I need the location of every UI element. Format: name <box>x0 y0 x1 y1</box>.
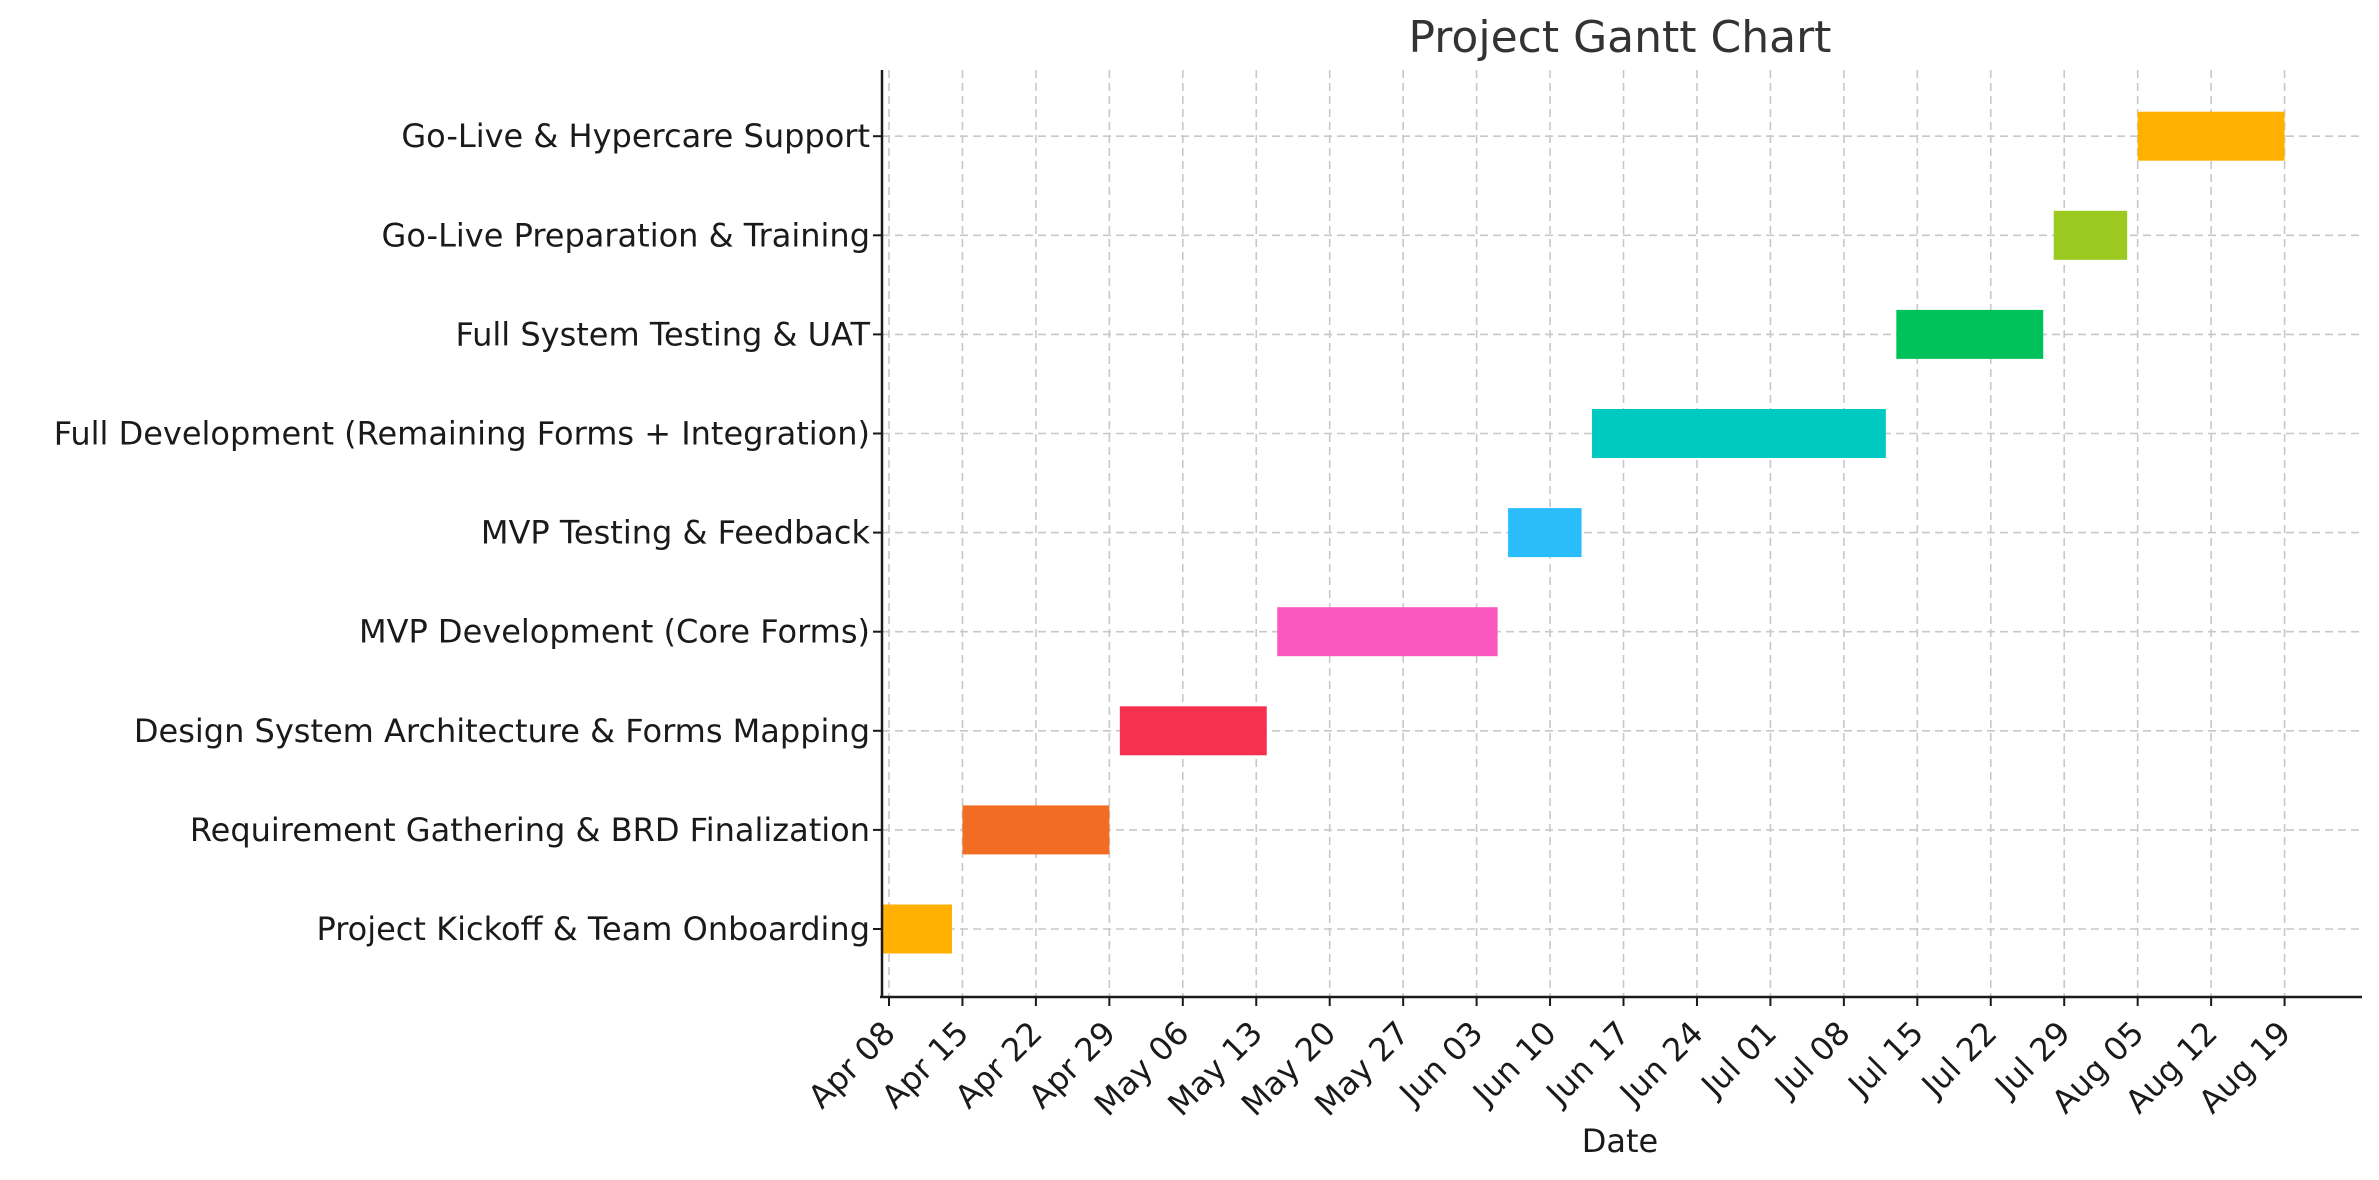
gantt-bar <box>962 805 1110 855</box>
task-label: Full System Testing & UAT <box>455 315 870 353</box>
chart-title: Project Gantt Chart <box>1409 12 1832 63</box>
gantt-bar <box>1592 409 1886 458</box>
bar-layer <box>882 111 2285 954</box>
x-axis-title: Date <box>1582 1122 1658 1160</box>
x-tick-label: Jun 17 <box>1538 1014 1638 1114</box>
gantt-bar <box>1277 607 1498 657</box>
x-tick-label: Jun 10 <box>1464 1014 1564 1114</box>
axis-layer <box>873 70 2362 1006</box>
task-label: Requirement Gathering & BRD Finalization <box>190 811 870 849</box>
gantt-bar <box>2053 210 2128 260</box>
task-label: Design System Architecture & Forms Mappi… <box>134 712 870 750</box>
x-tick-label: Jul 22 <box>1913 1014 2005 1106</box>
task-label: Go-Live Preparation & Training <box>382 216 870 254</box>
gantt-bar <box>1896 309 2044 359</box>
gantt-bar <box>1119 706 1267 756</box>
gantt-bar <box>2137 111 2285 161</box>
task-label: Full Development (Remaining Forms + Inte… <box>54 415 870 453</box>
x-tick-label: Jul 15 <box>1839 1014 1931 1106</box>
gantt-bar <box>882 904 952 954</box>
task-label: MVP Testing & Feedback <box>481 514 871 552</box>
task-label-layer: Project Kickoff & Team Onboarding Require… <box>54 117 871 948</box>
task-label: Go-Live & Hypercare Support <box>401 117 870 155</box>
x-tick-label: Jun 24 <box>1611 1014 1711 1114</box>
task-label: MVP Development (Core Forms) <box>359 613 870 651</box>
grid-layer <box>882 70 2362 997</box>
task-label: Project Kickoff & Team Onboarding <box>316 910 870 948</box>
x-tick-label: Jul 01 <box>1692 1014 1784 1106</box>
gantt-bar <box>1508 508 1582 558</box>
x-tick-label: Jun 03 <box>1391 1014 1491 1114</box>
x-tick-label: Jul 08 <box>1766 1014 1858 1106</box>
